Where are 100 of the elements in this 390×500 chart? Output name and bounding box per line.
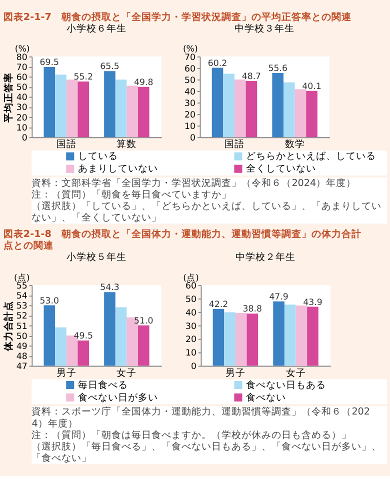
bar (44, 67, 56, 138)
y-tick-label: 10 (184, 122, 196, 132)
text: 図表2-1-8 朝食の摂取と「全国体力・運動能力、運動習慣等調査」の体力合計点との関連 (3, 228, 362, 252)
bar (273, 301, 284, 366)
x-tick-label: 男子 (225, 368, 246, 379)
data-label: 49.5 (74, 332, 93, 342)
chart-subtitle: 中学校３年生 (234, 22, 295, 34)
bar (224, 312, 236, 366)
legend-label: 毎日食べる (78, 378, 128, 391)
y-tick-label: 60 (185, 281, 196, 292)
text: 資料：文部科学省「全国学力・学習状況調査」（令和６（2024）年度） (32, 177, 356, 190)
y-axis-title: 平均正答率 (2, 72, 15, 124)
y-tick-label: 20 (184, 110, 196, 120)
bar (246, 81, 258, 138)
y-tick-label: 0 (22, 134, 28, 144)
data-label: 47.9 (269, 292, 288, 302)
y-tick-label: 48 (16, 352, 28, 362)
text: （選択肢）「している」、「どちらかといえば、している」、「あまりしていない」、「全くしていない」 (32, 200, 382, 224)
bar (306, 90, 318, 138)
legend-label: 食べない (246, 391, 286, 404)
data-label: 43.9 (303, 298, 322, 308)
x-tick-label: 男子 (56, 368, 76, 379)
y-tick-label: 70 (184, 52, 196, 63)
y-tick-label: 52 (16, 312, 28, 322)
legend-label: している (78, 151, 118, 162)
y-tick-label: 0 (190, 362, 196, 372)
data-label: 51.0 (134, 316, 154, 326)
text: (%) (14, 44, 30, 55)
text: （選択肢）「毎日食べる」、「食べない日もある」、「食べない日が多い」、「食べない」 (32, 440, 382, 464)
chart-title: 図表2-1-7 朝食の摂取と「全国学力・学習状況調査」の平均正答率との関連 (3, 10, 352, 23)
y-tick-label: 30 (185, 322, 196, 332)
data-label: 54.3 (100, 283, 120, 294)
bar (212, 309, 224, 366)
text: 注：（質問）「朝食を毎日食べていますか」 (32, 188, 232, 201)
bar (294, 89, 306, 138)
data-label: 48.7 (242, 72, 262, 82)
legend-label: 食べない日もある (246, 378, 326, 391)
y-tick-label: 60 (16, 72, 28, 83)
bar (284, 304, 296, 366)
bar (55, 74, 66, 138)
bar (138, 86, 150, 138)
y-tick-label: 40 (185, 308, 196, 318)
data-label: 55.2 (74, 72, 93, 83)
y-tick-label: 60 (184, 64, 196, 74)
y-tick-label: 50 (16, 332, 28, 342)
y-tick-label: 10 (185, 348, 196, 359)
legend-label: どちらかといえば、している (246, 151, 376, 162)
y-tick-label: 53 (16, 302, 28, 312)
y-tick-label: 30 (16, 103, 28, 114)
x-tick-label: 国語 (56, 138, 76, 150)
bar (246, 314, 258, 366)
chart-subtitle: 中学校２年生 (236, 251, 296, 264)
x-tick-label: 数学 (284, 138, 305, 150)
legend-label: 食べない日が多い (78, 391, 158, 404)
y-tick-label: 40 (184, 87, 196, 98)
data-label: 55.6 (268, 64, 288, 74)
y-tick-label: 51 (16, 322, 28, 332)
bar (234, 80, 246, 138)
text: 注：（質問）「朝食は毎日食べますか。（学校が休みの日も含める）」 (32, 428, 352, 441)
x-tick-label: 算数 (116, 138, 137, 150)
bar (104, 71, 116, 138)
bar (66, 80, 78, 138)
bar (307, 306, 318, 366)
y-tick-label: 30 (184, 98, 196, 109)
chart-subtitle: 小学校６年生 (66, 22, 127, 34)
data-label: 42.2 (208, 300, 228, 310)
text: (点) (14, 272, 30, 284)
y-tick-label: 50 (16, 83, 28, 94)
bar (235, 313, 247, 366)
data-label: 60.2 (208, 58, 228, 69)
y-tick-label: 47 (16, 362, 28, 372)
x-tick-label: 国語 (224, 138, 244, 150)
data-label: 65.5 (100, 62, 120, 72)
data-label: 49.8 (134, 78, 154, 88)
bar (283, 82, 295, 138)
bar (126, 86, 138, 138)
y-tick-label: 55 (16, 281, 28, 292)
y-axis-title: 体力合計点 (2, 300, 15, 352)
text: (%) (182, 44, 198, 55)
y-tick-label: 49 (16, 342, 28, 352)
data-label: 69.5 (40, 58, 60, 68)
y-tick-label: 80 (16, 52, 28, 63)
y-tick-label: 0 (190, 134, 196, 144)
legend-label: 全くしていない (246, 162, 316, 175)
bar (296, 306, 308, 366)
x-tick-label: 女子 (116, 366, 137, 379)
bar (223, 74, 234, 138)
legend-label: あまりしていない (78, 164, 158, 175)
text: (点) (183, 272, 199, 284)
y-tick-label: 20 (16, 113, 28, 124)
y-tick-label: 40 (16, 93, 28, 104)
y-tick-label: 54 (16, 292, 28, 302)
data-label: 53.0 (40, 296, 60, 306)
y-tick-label: 10 (16, 123, 28, 134)
y-tick-label: 50 (185, 294, 196, 305)
x-tick-label: 女子 (286, 366, 306, 379)
bar (115, 80, 127, 138)
chart-subtitle: 小学校５年生 (66, 251, 127, 264)
bar (78, 81, 89, 138)
data-label: 38.8 (242, 304, 262, 315)
